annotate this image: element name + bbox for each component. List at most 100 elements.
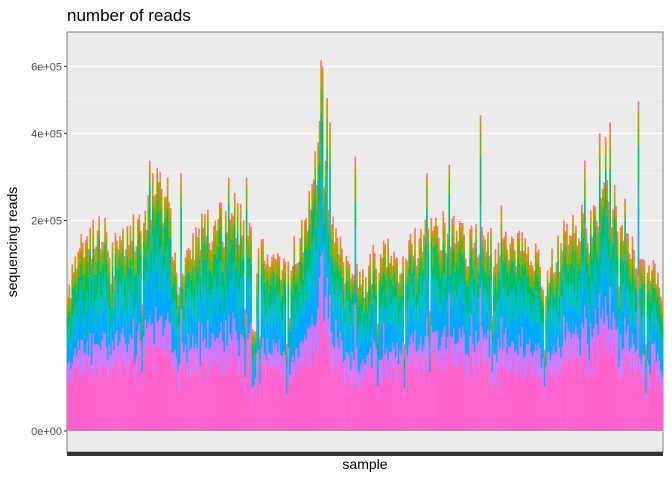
bar-segment	[648, 270, 650, 279]
bar-segment	[555, 327, 558, 352]
bar-segment	[159, 315, 162, 347]
bar-segment	[213, 232, 215, 243]
bar-segment	[405, 270, 407, 285]
bar-segment	[207, 219, 209, 235]
bar-segment	[78, 289, 81, 315]
bar-segment	[348, 313, 351, 332]
bar-segment	[584, 339, 586, 431]
bar-segment	[372, 339, 375, 365]
bar-segment	[330, 231, 333, 239]
bar-segment	[552, 273, 555, 280]
bar-segment	[490, 344, 492, 431]
bar-segment	[488, 255, 491, 261]
bar-segment	[86, 236, 89, 243]
bar-segment	[600, 267, 603, 296]
bar-segment	[84, 301, 87, 330]
bar-segment	[324, 334, 327, 431]
bar-segment	[326, 277, 328, 319]
bar-segment	[83, 352, 86, 374]
bar-segment	[314, 151, 316, 158]
bar-segment	[588, 325, 591, 361]
bar-segment	[466, 315, 468, 331]
bar-segment	[658, 303, 661, 324]
bar-segment	[537, 343, 540, 375]
bar-segment	[654, 263, 656, 268]
bar-segment	[569, 284, 571, 307]
bar-segment	[394, 297, 397, 327]
bar-segment	[327, 352, 330, 431]
bar-segment	[615, 272, 617, 293]
bar-segment	[592, 328, 595, 345]
bar-segment	[519, 250, 522, 257]
bar-segment	[375, 335, 378, 350]
bar-segment	[184, 263, 187, 270]
bar-segment	[144, 319, 147, 347]
bar-segment	[446, 354, 449, 431]
bar-segment	[439, 250, 442, 257]
bar-segment	[432, 247, 434, 266]
bar-segment	[262, 337, 264, 358]
bar-segment	[461, 226, 464, 237]
bar-segment	[631, 236, 634, 243]
bar-segment	[132, 226, 135, 247]
bar-segment	[120, 240, 123, 246]
bar-segment	[412, 258, 415, 265]
bar-segment	[151, 323, 154, 352]
bar-segment	[157, 289, 160, 321]
bar-segment	[618, 367, 620, 381]
bar-segment	[502, 260, 504, 288]
bar-segment	[597, 293, 600, 307]
bar-segment	[354, 228, 357, 268]
bar-segment	[165, 199, 167, 207]
bar-segment	[549, 330, 552, 361]
bar-segment	[561, 363, 564, 431]
bar-segment	[129, 334, 132, 363]
bar-segment	[563, 315, 565, 346]
bar-segment	[446, 238, 449, 245]
bar-segment	[344, 283, 346, 289]
bar-segment	[625, 251, 628, 267]
bar-segment	[537, 324, 540, 344]
bar-segment	[418, 344, 421, 361]
bar-segment	[546, 330, 549, 353]
bar-segment	[332, 373, 334, 431]
bar-segment	[482, 338, 485, 365]
bar-segment	[126, 376, 129, 431]
bar-segment	[473, 296, 476, 311]
bar-segment	[430, 273, 433, 299]
bar-segment	[193, 322, 196, 349]
bar-segment	[370, 293, 373, 304]
bar-segment	[326, 318, 328, 431]
bar-segment	[452, 223, 455, 238]
bar-segment	[220, 299, 223, 323]
bar-segment	[511, 369, 513, 431]
bar-segment	[107, 376, 109, 431]
bar-segment	[388, 271, 391, 279]
bar-segment	[572, 232, 574, 247]
bar-segment	[151, 181, 154, 196]
bar-segment	[274, 258, 276, 264]
bar-segment	[539, 317, 541, 333]
bar-segment	[421, 331, 424, 352]
bar-segment	[315, 322, 318, 363]
bar-segment	[579, 257, 582, 270]
bar-segment	[78, 262, 81, 277]
bar-segment	[406, 378, 409, 431]
bar-segment	[528, 302, 531, 324]
bar-segment	[464, 280, 467, 303]
bar-segment	[169, 322, 172, 350]
bar-segment	[342, 330, 345, 362]
bar-segment	[376, 401, 379, 431]
bar-segment	[324, 297, 327, 335]
bar-segment	[394, 271, 397, 287]
bar-segment	[104, 272, 106, 301]
bar-segment	[557, 290, 559, 311]
bar-segment	[376, 366, 379, 387]
bar-segment	[588, 257, 591, 265]
bar-segment	[284, 335, 287, 356]
bar-segment	[521, 327, 524, 365]
bar-segment	[220, 202, 223, 208]
bar-segment	[514, 351, 516, 378]
bar-segment	[220, 234, 223, 262]
bar-segment	[174, 252, 176, 257]
